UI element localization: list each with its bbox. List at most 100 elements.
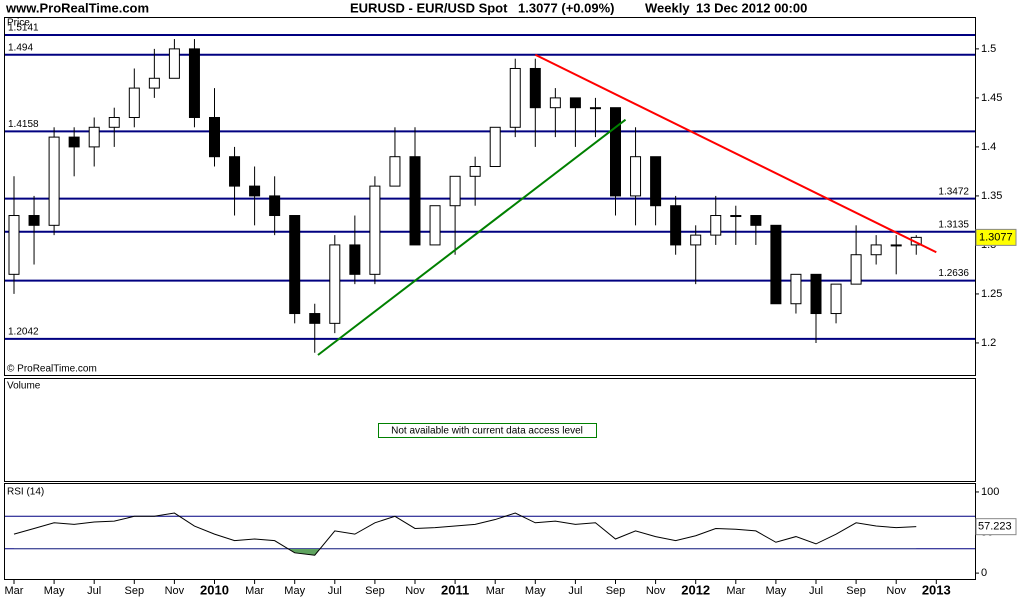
panel-title: Price [7, 18, 30, 29]
candle-body [168, 48, 180, 79]
candle-body [229, 156, 241, 187]
candle-body [68, 136, 80, 148]
x-tick-label: Mar [486, 585, 505, 597]
x-tick-label: May [766, 585, 787, 597]
candle-body [389, 156, 401, 187]
message: Not available with current data access l… [391, 426, 583, 437]
candle-body [289, 215, 301, 315]
x-tick-label: 2012 [681, 582, 710, 597]
y-tick-label: 1.2 [981, 337, 996, 349]
message-box [378, 423, 597, 438]
candle-body [589, 107, 601, 110]
x-tick-label: 2013 [922, 582, 951, 597]
candle-body [349, 244, 361, 275]
candle-body [449, 175, 461, 207]
period: Weekly [645, 0, 690, 15]
x-tick-label: Jul [328, 585, 342, 597]
level-label: 1.494 [8, 42, 33, 53]
x-tick-label: Nov [886, 585, 906, 597]
y-tick-label: 1.45 [981, 92, 1002, 104]
candle-body [770, 224, 782, 305]
candle-body [309, 313, 321, 324]
price-panel [4, 17, 976, 376]
candle-body [830, 283, 842, 315]
candle-body [249, 185, 261, 197]
candle-body [910, 236, 922, 246]
x-tick-label: Sep [365, 585, 385, 597]
candle-body [569, 97, 581, 109]
y-tick-label: 1.35 [981, 190, 1002, 202]
x-tick-label: Mar [5, 585, 24, 597]
x-tick-label: May [284, 585, 305, 597]
candle-body [730, 215, 742, 218]
candle-body [489, 126, 501, 168]
x-tick-label: Jul [809, 585, 823, 597]
candle-body [48, 136, 60, 226]
y-tick-label: 1.4 [981, 141, 996, 153]
candle-body [549, 97, 561, 109]
x-tick-label: 2011 [441, 582, 469, 597]
last-price-box [975, 228, 1017, 246]
x-tick-label: 2010 [200, 582, 229, 597]
candle-body [128, 87, 140, 118]
x-tick-label: Mar [245, 585, 264, 597]
last-value-label: 57.223 [978, 521, 1012, 533]
candle-body [429, 205, 441, 246]
volume-panel [4, 378, 976, 482]
trendline [317, 118, 627, 356]
candle-body [850, 254, 862, 285]
candle-body [630, 156, 642, 197]
symbol: EURUSD - EUR/USD Spot [350, 0, 508, 15]
candle-body [28, 215, 40, 226]
candle-body [108, 116, 120, 128]
x-tick-label: May [525, 585, 546, 597]
candle-body [750, 215, 762, 226]
y-tick-label: 0 [981, 567, 987, 579]
candle-body [409, 156, 421, 246]
candle-body [369, 185, 381, 275]
x-tick-label: Jul [87, 585, 101, 597]
candle-body [890, 244, 902, 247]
level-label: 1.3135 [938, 219, 969, 230]
x-tick-label: Jul [568, 585, 582, 597]
x-tick-label: Nov [646, 585, 666, 597]
level-label: 1.5141 [8, 23, 39, 34]
candle-body [148, 77, 160, 89]
x-tick-label: Mar [726, 585, 745, 597]
x-tick-label: Nov [165, 585, 185, 597]
oversold-fill [288, 548, 321, 556]
candle-body [650, 156, 662, 207]
candle-body [509, 67, 521, 128]
candle-body [790, 273, 802, 305]
candle-body [188, 48, 200, 118]
candle-body [670, 205, 682, 246]
candle-body [8, 215, 20, 275]
candle-body [329, 244, 341, 324]
x-tick-label: Nov [405, 585, 425, 597]
rsi-line [13, 512, 917, 556]
x-tick-label: Sep [846, 585, 866, 597]
copyright: © ProRealTime.com [7, 364, 97, 375]
x-tick-label: Sep [125, 585, 145, 597]
y-tick-label: 1.25 [981, 288, 1002, 300]
panel-title: RSI (14) [7, 487, 44, 498]
panel-title: Volume [7, 381, 41, 392]
last-price-label: 1.3077 [979, 231, 1013, 243]
candle-body [710, 215, 722, 236]
level-label: 1.2636 [938, 268, 969, 279]
candle-body [529, 67, 541, 109]
trendline [534, 53, 937, 254]
candle-body [870, 244, 882, 256]
y-tick-label: 100 [981, 486, 999, 498]
candle-body [88, 126, 100, 148]
candle-body [690, 234, 702, 246]
level-label: 1.4158 [8, 119, 39, 130]
y-tick-label: 1.5 [981, 43, 996, 55]
candle-body [269, 195, 281, 217]
last-value-box [975, 518, 1017, 536]
candle-body [610, 107, 621, 197]
site: www.ProRealTime.com [5, 0, 149, 15]
level-label: 1.2042 [8, 326, 39, 337]
